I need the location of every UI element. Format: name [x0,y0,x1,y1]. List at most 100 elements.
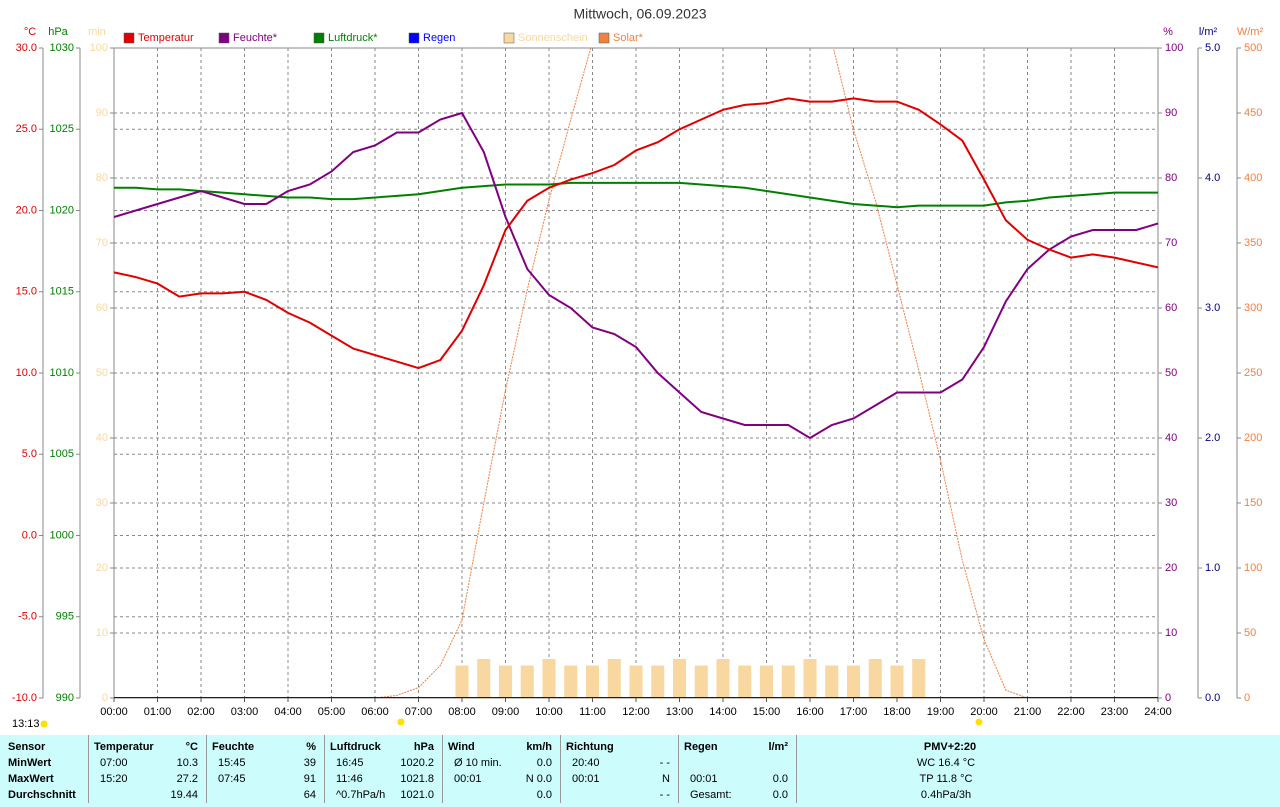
y-tick-label: 990 [56,692,74,704]
y-tick-label: 995 [56,611,74,623]
y-tick-label: 150 [1244,497,1262,509]
y-tick-label: 200 [1244,432,1262,444]
x-tick-label: 14:00 [709,706,737,718]
cell-value: 19.44 [170,789,198,801]
cell-time: Gesamt: [690,789,732,801]
sunshine-bar [846,665,861,698]
sunshine-bar [912,659,926,698]
pmv-cell: 0.4hPa/3h [920,789,972,801]
table-header: Wind [448,741,475,753]
sunshine-bar [564,665,578,698]
cell-time: 00:01 [454,773,482,785]
table-unit: km/h [526,741,552,753]
y-tick-label: 1010 [50,367,74,379]
sunshine-bar [759,665,774,698]
x-tick-label: 16:00 [796,706,824,718]
x-tick-label: 20:00 [970,706,998,718]
sunshine-bar [694,665,708,698]
y-tick-label: 30 [1165,497,1177,509]
y-tick-label: 300 [1244,302,1262,314]
series-line [114,97,1158,370]
y-tick-label: 60 [1165,302,1177,314]
cell-value: N 0.0 [525,773,552,785]
sunshine-bar [738,665,752,698]
y-tick-label: -5.0 [18,611,37,623]
cell-value: - - [659,789,670,801]
y-tick-label: 40 [96,432,108,444]
pmv-cell: TP 11.8 °C [919,773,973,785]
y-tick-label: 50 [96,367,108,379]
separator [324,735,325,803]
x-tick-label: 06:00 [361,706,389,718]
legend-swatch [123,32,135,44]
sunshine-bar [498,665,513,698]
y-tick-label: 1005 [50,448,74,460]
y-tick-label: 500 [1244,42,1262,54]
y-tick-label: 250 [1244,367,1262,379]
y-tick-label: 50 [1165,367,1177,379]
legend-swatch [218,32,230,44]
y-tick-label: 1030 [50,42,74,54]
y-tick-label: 90 [1165,107,1177,119]
axis-unit: l/m² [1199,26,1218,38]
cell-value: - - [659,757,670,769]
legend-label: Temperatur [138,32,194,44]
separator [796,735,797,803]
row-label: MinWert [8,757,52,769]
sunshine-bar [651,665,665,698]
x-tick-label: 11:00 [579,706,606,718]
sunshine-bar [520,665,534,698]
separator [560,735,561,803]
sunshine-bar [629,665,643,698]
y-tick-label: 1020 [50,204,74,216]
y-tick-label: 5.0 [1205,42,1220,54]
y-tick-label: 80 [1165,172,1177,184]
axis-unit: % [1163,26,1173,38]
sunshine-bar [890,665,904,698]
table-unit: % [306,741,316,753]
cell-value: N [662,773,670,785]
cell-time: 15:45 [218,757,246,769]
y-tick-label: 0.0 [22,529,37,541]
x-tick-label: 02:00 [187,706,215,718]
separator [206,735,207,803]
separator [678,735,679,803]
y-tick-label: 0 [102,692,108,704]
sunshine-bar [542,659,556,698]
pmv-cell: WC 16.4 °C [916,757,976,769]
cell-time: 15:20 [100,773,128,785]
y-tick-label: 30 [96,497,108,509]
separator [88,735,89,803]
table-header: Temperatur [94,741,154,753]
y-tick-label: 3.0 [1205,302,1220,314]
cell-value: 10.3 [176,757,198,769]
x-tick-label: 13:00 [666,706,694,718]
cell-value: 0.0 [772,789,788,801]
legend-label: Luftdruck* [328,32,378,44]
y-tick-label: 10 [96,627,108,639]
cell-value: 0.0 [536,757,552,769]
stats-table: Sensor MinWert MaxWert Durchschnitt Temperat… [0,735,1280,807]
x-tick-label: 22:00 [1057,706,1085,718]
legend-label: Feuchte* [233,32,278,44]
series-layer [114,48,1158,698]
sunset-marker [975,718,983,726]
axis-unit: W/m² [1237,26,1264,38]
sunshine-bar [477,659,491,698]
cell-time: 00:01 [690,773,718,785]
y-tick-label: 70 [1165,237,1177,249]
x-tick-label: 17:00 [840,706,868,718]
table-header: Feuchte [212,741,255,753]
x-tick-label: 18:00 [883,706,911,718]
cell-time: 00:01 [572,773,600,785]
y-tick-label: 1015 [50,286,74,298]
legend-swatch [408,32,420,44]
x-tick-label: 00:00 [100,706,128,718]
y-tick-label: 1.0 [1205,562,1220,574]
x-tick-label: 23:00 [1101,706,1129,718]
table-unit: hPa [413,741,434,753]
separator [442,735,443,803]
legend-label: Regen [423,32,455,44]
cell-time: 07:45 [218,773,246,785]
time-marker [40,720,48,728]
